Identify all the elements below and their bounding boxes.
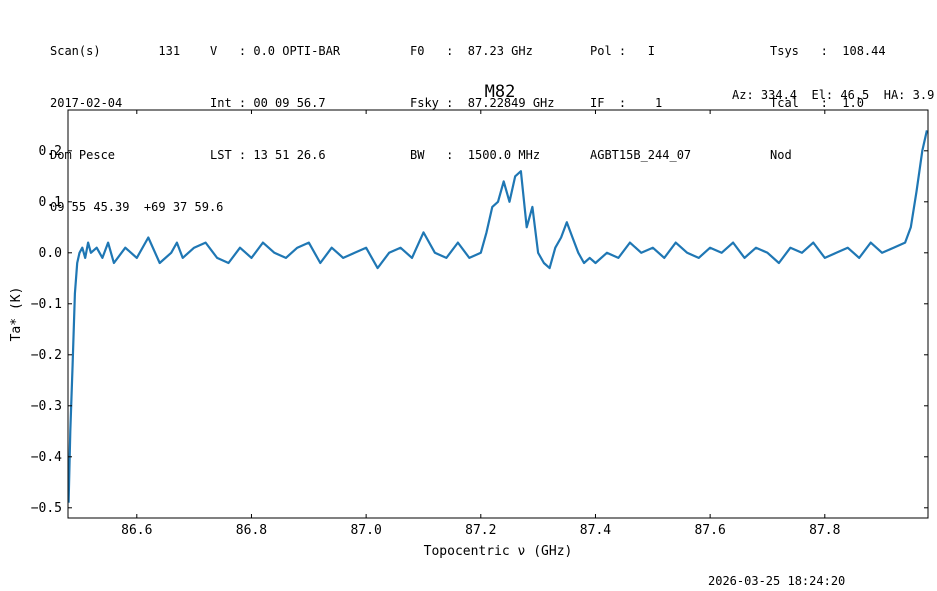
x-tick-label: 87.6	[694, 523, 725, 538]
source-coordinates: 09 55 45.39 +69 37 59.6	[50, 200, 224, 214]
velocity-info: V : 0.0 OPTI-BAR	[210, 44, 341, 58]
tsys-value: Tsys : 108.44	[770, 44, 886, 58]
y-tick-label: 0.0	[39, 246, 62, 261]
rest-frequency: F0 : 87.23 GHz	[410, 44, 533, 58]
y-tick-label: −0.4	[31, 450, 62, 465]
observer-name: Dom Pesce	[50, 148, 116, 162]
y-tick-label: −0.2	[31, 348, 62, 363]
y-tick-label: 0.2	[39, 144, 62, 159]
x-axis-label: Topocentric ν (GHz)	[424, 544, 573, 559]
spectrum-line	[68, 130, 928, 503]
y-axis-label: Ta* (K)	[9, 287, 24, 342]
x-tick-label: 87.2	[465, 523, 496, 538]
x-tick-label: 87.4	[580, 523, 611, 538]
y-tick-label: 0.1	[39, 195, 62, 210]
tcal-value: Tcal : 1.0	[770, 96, 864, 110]
if-number: IF : 1	[590, 96, 663, 110]
header-col5: Tsys : 108.44 Tcal : 1.0 Nod	[770, 16, 886, 176]
project-id: AGBT15B_244_07	[590, 148, 692, 162]
observing-mode: Nod	[770, 148, 792, 162]
integration-time: Int : 00 09 56.7	[210, 96, 326, 110]
sky-frequency: Fsky : 87.22849 GHz	[410, 96, 555, 110]
x-tick-label: 87.8	[809, 523, 840, 538]
bandwidth: BW : 1500.0 MHz	[410, 148, 541, 162]
plot-frame	[67, 109, 929, 519]
az-el-ha: Az: 334.4 El: 46.5 HA: 3.9	[732, 88, 935, 102]
header-col2: V : 0.0 OPTI-BAR Int : 00 09 56.7 LST : …	[210, 16, 340, 176]
y-tick-label: −0.3	[31, 399, 62, 414]
header-col3: F0 : 87.23 GHz Fsky : 87.22849 GHz BW : …	[410, 16, 555, 176]
x-tick-label: 86.8	[236, 523, 267, 538]
observation-date: 2017-02-04	[50, 96, 123, 110]
y-tick-label: −0.1	[31, 297, 62, 312]
x-tick-label: 86.6	[121, 523, 152, 538]
x-tick-label: 87.0	[350, 523, 381, 538]
footer-timestamp: 2026-03-25 18:24:20	[708, 574, 846, 588]
chart-title: M82	[484, 82, 516, 102]
y-tick-label: −0.5	[31, 501, 62, 516]
scan-info: Scan(s) 131	[50, 44, 181, 58]
polarization: Pol : I	[590, 44, 656, 58]
header-col1: Scan(s) 131 2017-02-04 Dom Pesce 09 55 4…	[50, 16, 223, 228]
header-col4: Pol : I IF : 1 AGBT15B_244_07	[590, 16, 691, 176]
lst-value: LST : 13 51 26.6	[210, 148, 326, 162]
